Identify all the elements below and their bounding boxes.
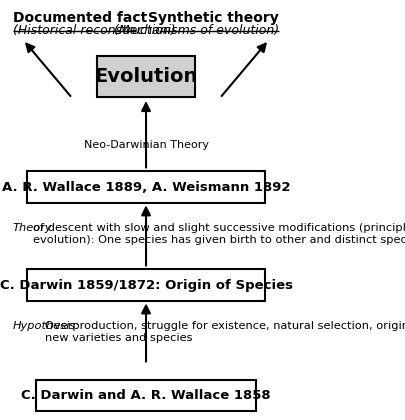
FancyBboxPatch shape <box>28 270 264 301</box>
Text: of descent with slow and slight successive modifications (principle of
evolution: of descent with slow and slight successi… <box>32 223 405 245</box>
Text: Neo-Darwinian Theory: Neo-Darwinian Theory <box>83 140 208 150</box>
Text: Overproduction, struggle for existence, natural selection, origin of
new varieti: Overproduction, struggle for existence, … <box>45 321 405 343</box>
Text: (Historical reconstruction): (Historical reconstruction) <box>13 24 175 37</box>
Text: Evolution: Evolution <box>94 67 197 86</box>
Text: Documented fact: Documented fact <box>13 10 147 24</box>
Text: Theory: Theory <box>13 223 53 234</box>
FancyBboxPatch shape <box>97 55 195 97</box>
FancyBboxPatch shape <box>28 171 264 203</box>
Text: (Mechanisms of evolution): (Mechanisms of evolution) <box>114 24 278 37</box>
Text: Synthetic theory: Synthetic theory <box>148 10 278 24</box>
Text: C. Darwin and A. R. Wallace 1858: C. Darwin and A. R. Wallace 1858 <box>21 389 270 402</box>
Text: Hypothesis:: Hypothesis: <box>13 321 80 331</box>
Text: A. R. Wallace 1889, A. Weismann 1892: A. R. Wallace 1889, A. Weismann 1892 <box>2 181 290 194</box>
FancyBboxPatch shape <box>36 380 255 411</box>
Text: C. Darwin 1859/1872: Origin of Species: C. Darwin 1859/1872: Origin of Species <box>0 278 292 291</box>
